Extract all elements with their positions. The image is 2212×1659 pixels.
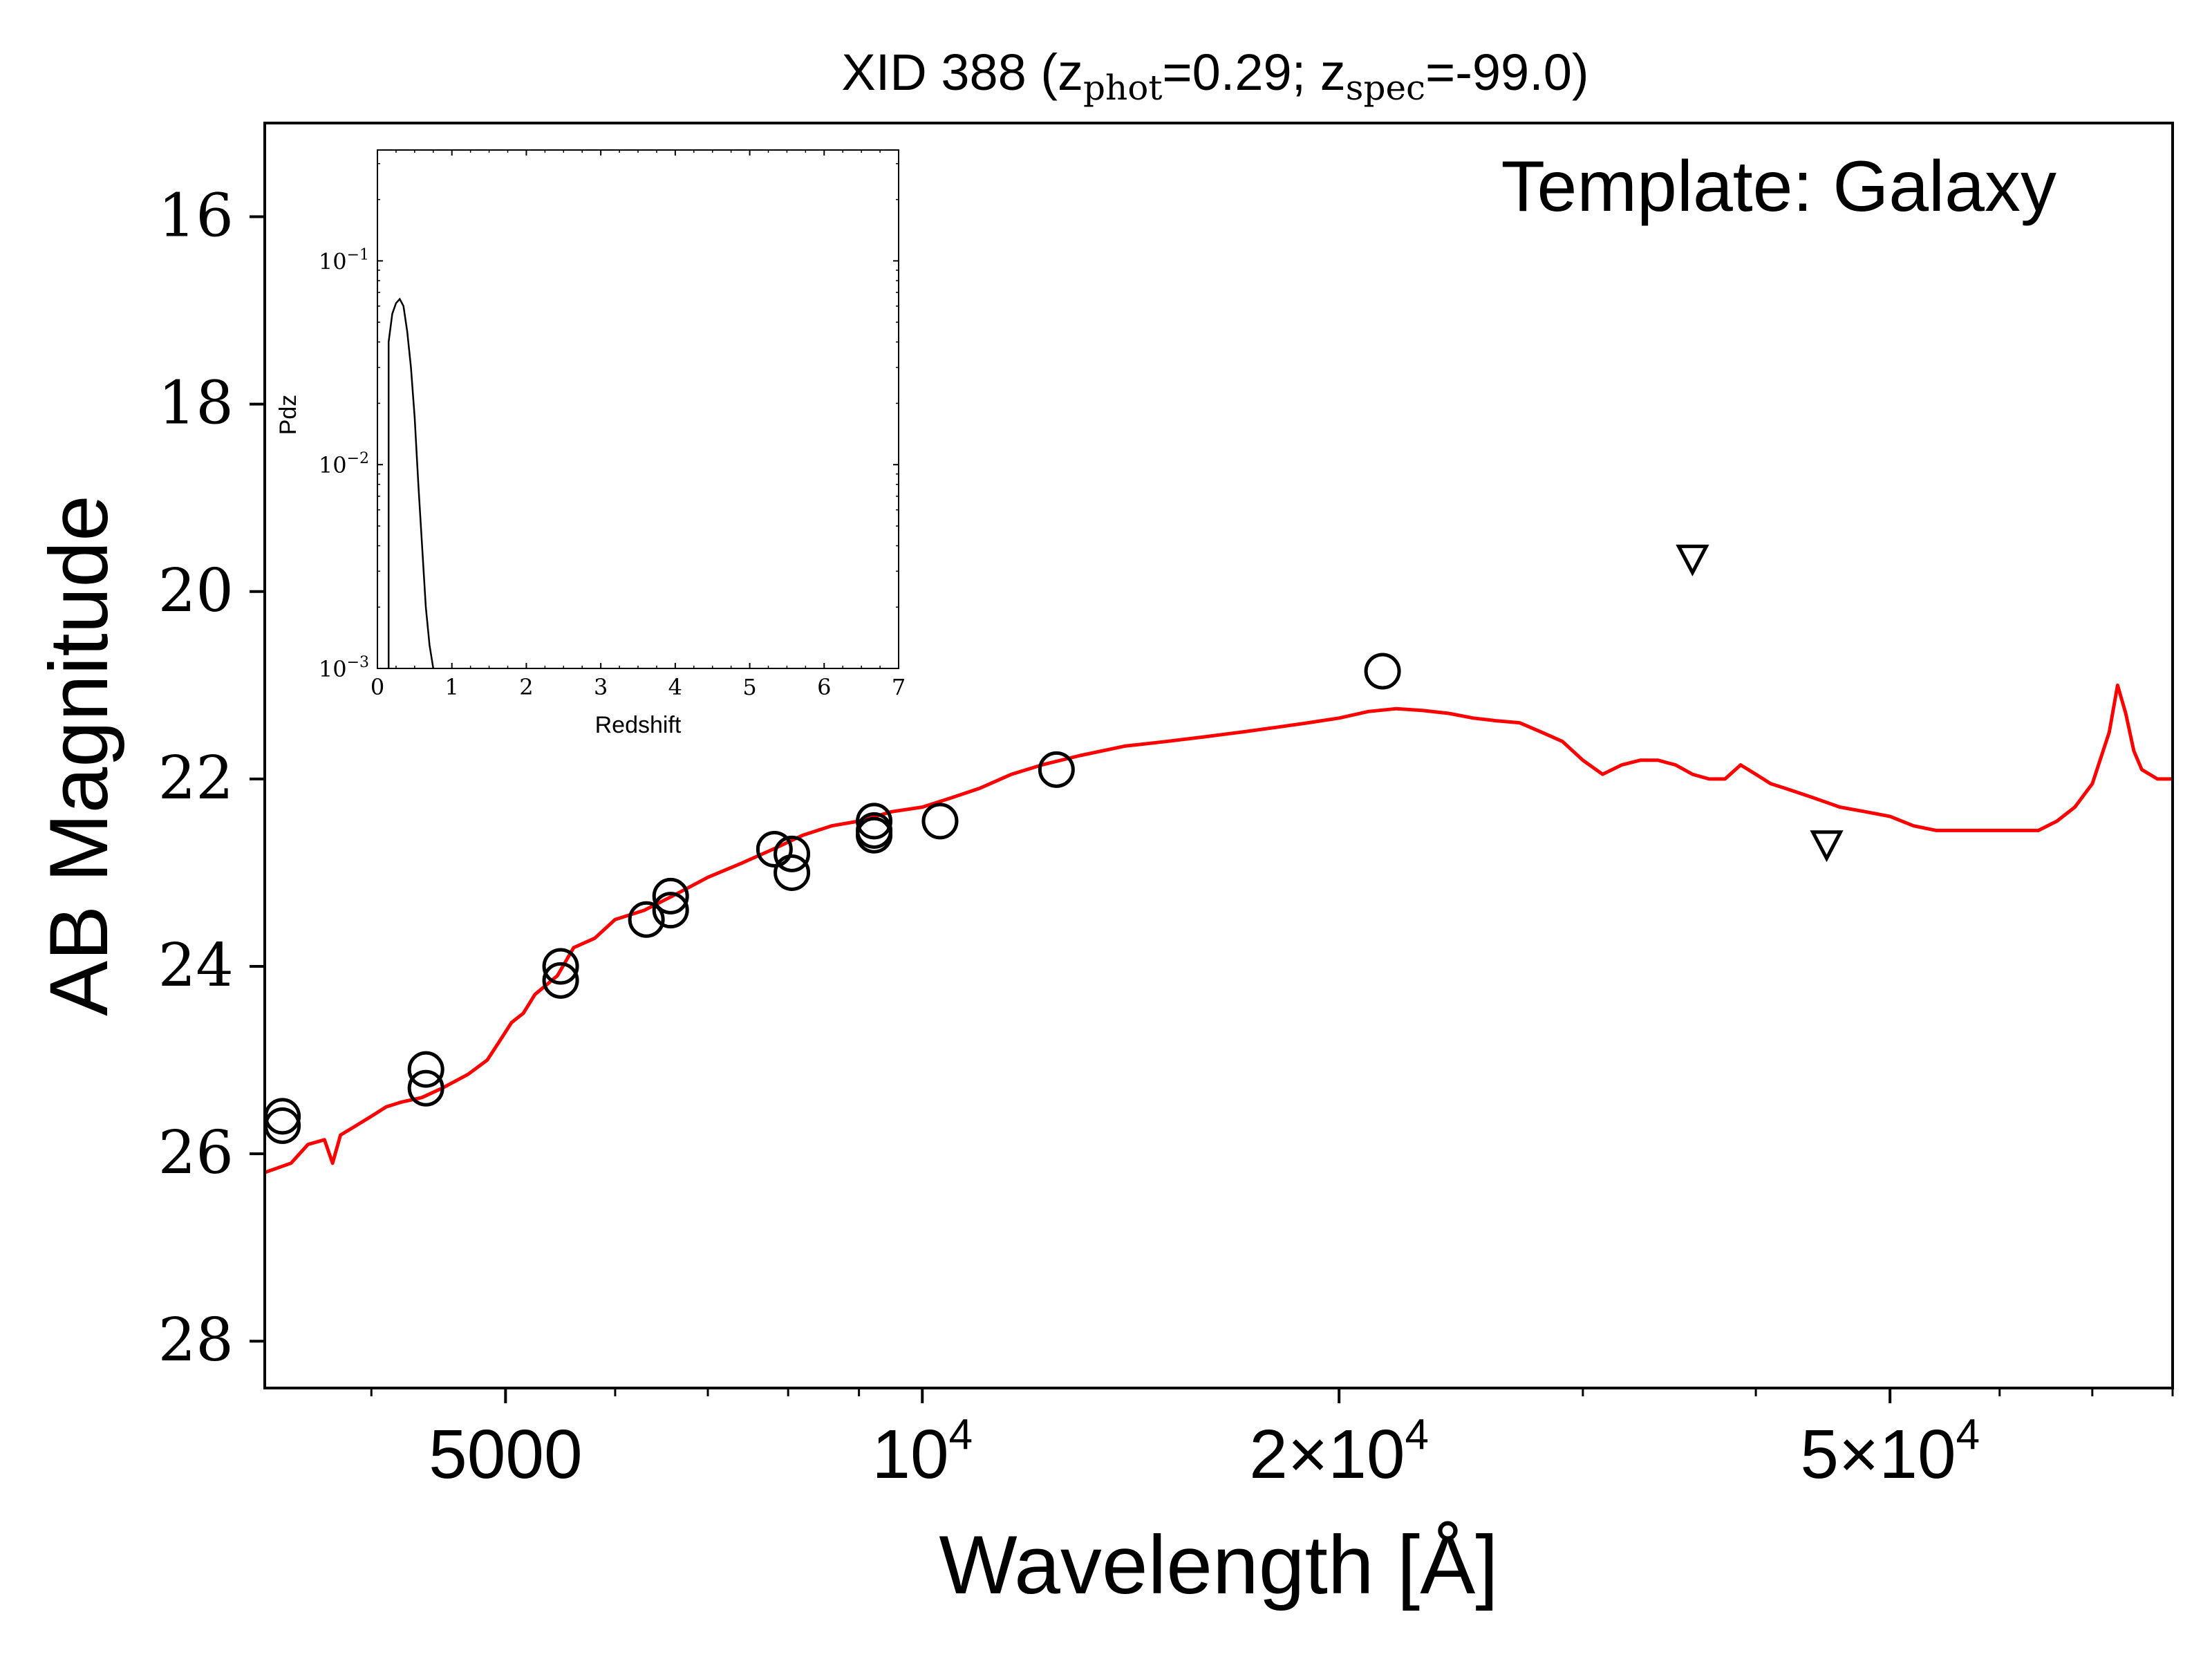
inset-y-tick-label: 10−3 — [319, 654, 369, 682]
photometry-point — [1364, 653, 1401, 690]
inset-x-tick-label: 5 — [742, 674, 756, 700]
x-tick-label: 5000 — [429, 1416, 582, 1493]
inset-x-tick-label: 6 — [817, 674, 831, 700]
photometry-point — [1038, 751, 1075, 788]
inset-x-axis-label: Redshift — [595, 712, 682, 738]
y-tick-label: 24 — [158, 931, 234, 1000]
inset-background — [377, 150, 899, 668]
x-tick-label: 2×104 — [1249, 1411, 1429, 1493]
x-tick-label: 104 — [872, 1411, 973, 1493]
inset-plot-marks — [387, 297, 435, 669]
y-tick-label: 26 — [158, 1118, 234, 1188]
y-tick-label: 28 — [158, 1306, 234, 1375]
upper-limit-point — [1676, 544, 1709, 577]
inset-x-tick-label: 0 — [371, 674, 384, 700]
photometry-point — [628, 901, 665, 938]
template-sed-line — [264, 683, 2173, 1174]
inset-plot-axes: 0 1 2 3 4 5 6 7 10−1 10−2 10−3 — [319, 150, 906, 700]
photometry-point — [542, 962, 579, 999]
template-annotation: Template: Galaxy — [1501, 147, 2056, 227]
pdz-line — [387, 297, 435, 669]
inset-x-tick-label: 7 — [892, 674, 906, 700]
upper-limit-point — [1810, 830, 1844, 863]
photometry-point — [774, 835, 811, 872]
photometry-point — [856, 816, 893, 854]
inset-x-tick-label: 1 — [445, 674, 459, 700]
y-tick-label: 22 — [158, 744, 234, 813]
inset-x-tick-label: 2 — [519, 674, 533, 700]
main-plot-marks — [264, 544, 2173, 1174]
photometry-point — [407, 1069, 444, 1107]
photometry-point — [921, 803, 959, 840]
x-tick-label: 5×104 — [1800, 1411, 1980, 1493]
inset-plot: 0 1 2 3 4 5 6 7 10−1 10−2 10−3 Redshift Pdz — [275, 149, 906, 738]
inset-y-tick-label: 10−2 — [319, 450, 369, 478]
photometry-point — [756, 831, 793, 868]
photometry-point — [542, 948, 579, 985]
inset-x-tick-label: 4 — [668, 674, 682, 700]
photometry-point — [407, 1051, 444, 1088]
photometry-point — [652, 877, 689, 915]
y-tick-label: 18 — [158, 369, 234, 438]
x-axis-label: Wavelength [Å] — [939, 1519, 1498, 1611]
main-plot-frame — [263, 122, 2174, 1389]
inset-y-axis-label: Pdz — [275, 395, 301, 435]
photometry-point — [856, 803, 893, 840]
y-tick-label: 20 — [158, 556, 234, 626]
y-axis-label: AB Magnitude — [32, 495, 125, 1016]
photometry-point — [774, 854, 811, 891]
inset-y-tick-label: 10−1 — [319, 246, 369, 274]
inset-x-tick-label: 3 — [594, 674, 608, 700]
photometry-point — [652, 892, 689, 929]
chart-title: XID 388 (zphot=0.29; zspec=-99.0) — [841, 44, 1588, 108]
y-tick-label: 16 — [158, 182, 234, 251]
